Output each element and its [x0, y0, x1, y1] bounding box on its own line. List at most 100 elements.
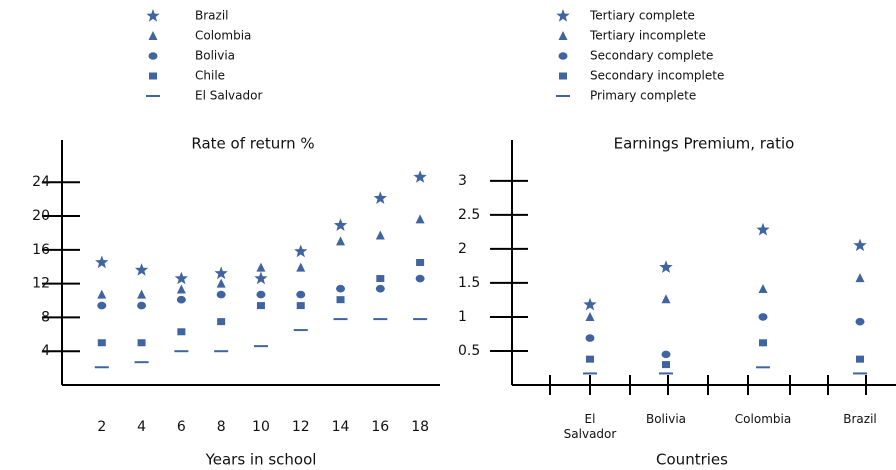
- legend-label: Primary complete: [590, 89, 696, 103]
- star-marker: [333, 218, 348, 231]
- circle-marker: [176, 295, 186, 304]
- y-tick-label: 8: [41, 309, 50, 325]
- circle-marker: [137, 301, 147, 310]
- legend-label: Chile: [195, 69, 225, 83]
- triangle-marker: [855, 273, 865, 283]
- circle-marker: [585, 334, 595, 342]
- y-tick-label: 0.5: [458, 343, 480, 359]
- x-tick-label: Brazil: [843, 412, 877, 426]
- square-marker: [177, 328, 186, 336]
- circle-marker: [148, 52, 158, 60]
- circle-marker: [855, 317, 865, 326]
- triangle-marker: [296, 262, 306, 272]
- y-tick-label: 24: [32, 174, 50, 190]
- circle-marker: [256, 290, 266, 299]
- x-axis-label: Countries: [656, 451, 728, 469]
- legend-label: Colombia: [195, 29, 251, 43]
- triangle-marker: [558, 31, 568, 40]
- x-tick-label: Colombia: [734, 412, 792, 426]
- star-marker: [756, 222, 770, 236]
- y-tick-label: 16: [32, 242, 50, 258]
- y-tick-label: 3: [458, 173, 467, 189]
- circle-marker: [558, 52, 568, 60]
- triangle-marker: [137, 289, 147, 299]
- star-marker: [254, 271, 268, 285]
- y-tick-label: 2.5: [458, 207, 480, 223]
- square-marker: [137, 339, 146, 347]
- triangle-marker: [375, 230, 385, 240]
- x-tick-label: 4: [137, 419, 146, 435]
- star-marker: [214, 266, 228, 280]
- x-tick-label: 8: [217, 419, 226, 435]
- star-marker: [146, 9, 160, 22]
- square-marker: [416, 259, 425, 266]
- x-tick-label: El Salvador: [563, 412, 617, 441]
- y-tick-label: 1: [458, 309, 467, 325]
- star-marker: [294, 244, 308, 258]
- square-marker: [296, 302, 305, 310]
- triangle-marker: [97, 289, 107, 299]
- y-tick-label: 20: [32, 208, 50, 224]
- x-tick-label: 6: [177, 419, 186, 435]
- star-marker: [556, 9, 570, 22]
- circle-marker: [336, 284, 346, 293]
- x-tick-label: 12: [292, 419, 310, 435]
- legend-label: Tertiary complete: [589, 9, 695, 23]
- triangle-marker: [585, 311, 595, 321]
- star-marker: [583, 297, 597, 311]
- square-marker: [559, 72, 567, 80]
- legend-label: Brazil: [195, 9, 229, 23]
- star-marker: [373, 191, 387, 204]
- square-marker: [97, 339, 106, 347]
- square-marker: [586, 355, 594, 363]
- circle-marker: [758, 313, 768, 321]
- triangle-marker: [216, 278, 226, 288]
- circle-marker: [97, 301, 107, 310]
- circle-marker: [415, 274, 425, 283]
- y-tick-label: 12: [32, 276, 50, 292]
- circle-marker: [375, 284, 385, 293]
- triangle-marker: [415, 214, 425, 224]
- legend-label: El Salvador: [195, 89, 262, 103]
- star-marker: [659, 260, 673, 273]
- y-tick-label: 4: [41, 343, 50, 359]
- circle-marker: [216, 290, 226, 299]
- x-tick-label: 2: [97, 419, 106, 435]
- x-tick-label: 14: [332, 419, 350, 435]
- x-tick-label: 10: [252, 419, 270, 435]
- square-marker: [759, 339, 767, 347]
- legend-label: Tertiary incomplete: [589, 29, 706, 43]
- x-tick-label: 16: [371, 419, 389, 435]
- triangle-marker: [336, 236, 346, 246]
- y-tick-label: 2: [458, 241, 467, 257]
- circle-marker: [661, 350, 671, 359]
- square-marker: [149, 72, 157, 80]
- star-marker: [853, 238, 867, 252]
- chart-title: Earnings Premium, ratio: [614, 135, 795, 153]
- triangle-marker: [148, 31, 158, 40]
- square-marker: [662, 361, 670, 369]
- legend-label: Bolivia: [195, 49, 235, 63]
- square-marker: [856, 355, 864, 363]
- star-marker: [413, 170, 427, 183]
- triangle-marker: [758, 284, 768, 294]
- star-marker: [95, 255, 109, 269]
- circle-marker: [296, 290, 306, 299]
- square-marker: [376, 275, 385, 283]
- chart-title: Rate of return %: [191, 135, 314, 153]
- triangle-marker: [176, 284, 186, 294]
- square-marker: [217, 318, 226, 326]
- square-marker: [256, 302, 265, 310]
- square-marker: [336, 296, 345, 304]
- legend-label: Secondary complete: [590, 49, 713, 63]
- x-tick-label: Bolivia: [645, 412, 687, 426]
- x-axis-label: Years in school: [205, 451, 317, 469]
- triangle-marker: [256, 262, 266, 272]
- legend-label: Secondary incomplete: [590, 69, 724, 83]
- triangle-marker: [661, 294, 671, 304]
- y-tick-label: 1.5: [458, 275, 480, 291]
- star-marker: [174, 271, 188, 285]
- star-marker: [134, 263, 149, 276]
